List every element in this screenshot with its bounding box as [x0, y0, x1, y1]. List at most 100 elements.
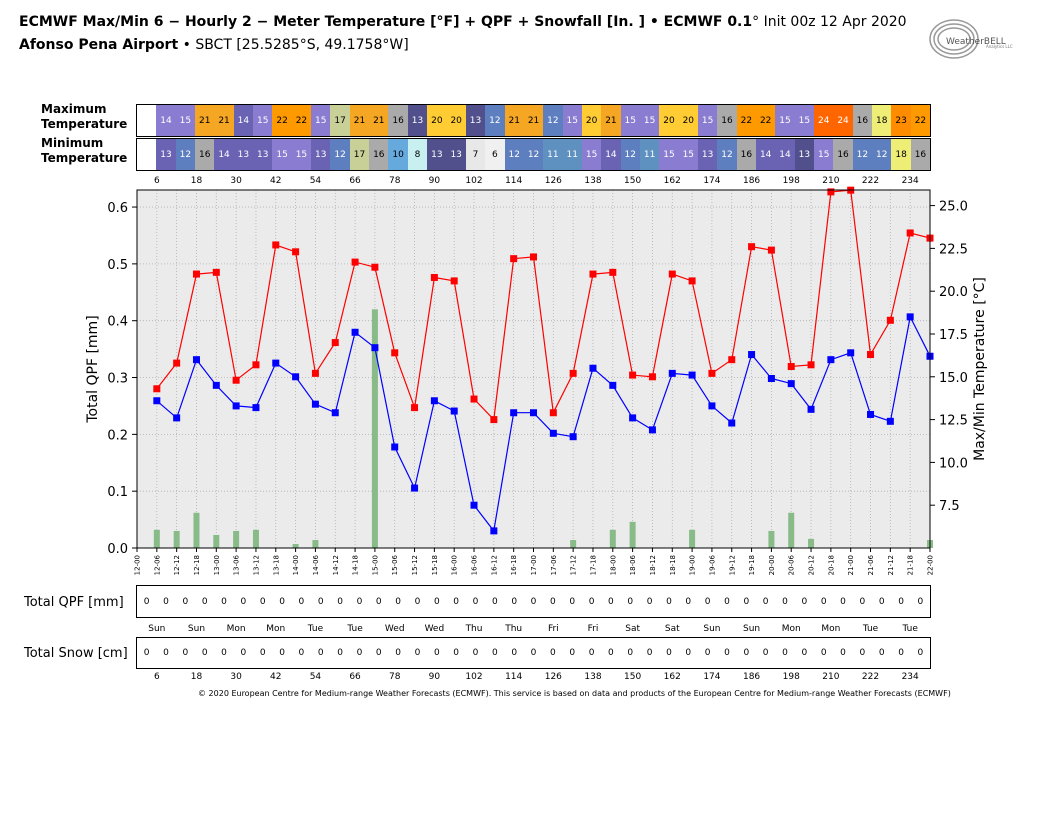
- min-temp-cell: 12: [872, 139, 892, 170]
- min-temp-cell: 14: [775, 139, 795, 170]
- min-temp-point: [728, 419, 736, 427]
- max-temp-cell: 20: [659, 105, 679, 136]
- min-temp-point: [867, 410, 875, 418]
- x-tick-label: 18-18: [669, 555, 677, 575]
- max-temp-cell: 15: [311, 105, 331, 136]
- max-temp-label: Maximum Temperature: [41, 102, 128, 131]
- max-temp-point: [867, 351, 875, 359]
- qpf-value-cell: 0: [414, 596, 421, 607]
- y2-tick-label: 22.5: [939, 242, 968, 257]
- qpf-value-cell: 0: [201, 596, 208, 607]
- max-temp-cell: 21: [349, 105, 370, 136]
- qpf-value-cell: 0: [724, 596, 730, 607]
- qpf-value-cell: 0: [801, 596, 808, 607]
- x-tick-label: 17-18: [589, 555, 597, 575]
- x-tick-label: 19-18: [748, 555, 756, 575]
- total-qpf-row: 0 0 0 0 0 0 0 0 0 0 0 0 0 0 0 0 0 0 0 0 0 0 0 0 0 0 0 0 0 0 0 0 0 0 0 0 0 0 0 0…: [136, 585, 931, 618]
- day-label: Fri: [547, 624, 559, 634]
- max-temp-cell: 20: [678, 105, 698, 136]
- forecast-hour-label: 114: [505, 672, 523, 682]
- day-label: Sun: [187, 624, 206, 634]
- min-temp-cell: 13: [446, 139, 466, 170]
- min-temp-cell: 15: [814, 139, 834, 170]
- max-temp-point: [807, 361, 815, 369]
- min-temp-point: [232, 402, 240, 410]
- min-temp-cell: 12: [620, 139, 640, 170]
- min-temp-point: [411, 484, 419, 492]
- x-tick-label: 14-06: [312, 554, 320, 575]
- snow-value-cell: 0: [414, 648, 421, 658]
- min-temp-cell: 12: [330, 139, 350, 170]
- min-temp-point: [351, 328, 359, 336]
- forecast-hour-label: 210: [822, 176, 840, 186]
- max-temp-point: [411, 404, 419, 412]
- max-temp-point: [252, 361, 260, 369]
- min-temp-point: [153, 397, 161, 405]
- max-temp-cell: 21: [369, 105, 389, 136]
- qpf-value-cell: 0: [608, 596, 614, 607]
- max-temp-point: [391, 349, 399, 357]
- qpf-value-cell: 0: [472, 596, 479, 607]
- forecast-hour-label: 18: [190, 672, 203, 682]
- y-tick-label: 0.5: [107, 258, 128, 273]
- max-temp-cell: 15: [253, 105, 273, 136]
- min-temp-point: [807, 405, 815, 413]
- forecast-hour-label: 102: [465, 672, 483, 682]
- snow-value-cell: 0: [762, 648, 769, 658]
- day-label: Wed: [384, 624, 405, 634]
- x-tick-label: 12-06: [153, 554, 161, 575]
- day-label: Sat: [625, 624, 641, 634]
- snow-value-cell: 0: [878, 648, 885, 658]
- day-label: Tue: [307, 624, 324, 634]
- min-temp-point: [470, 501, 478, 509]
- max-temp-cell: 20: [427, 105, 447, 136]
- qpf-value-cell: 0: [743, 596, 750, 607]
- max-temp-cell: 24: [814, 105, 834, 136]
- qpf-value-cell: 0: [627, 596, 634, 607]
- forecast-hour-label: 162: [663, 176, 681, 186]
- qpf-bar: [609, 529, 616, 548]
- x-tick-label: 20-06: [788, 554, 796, 575]
- plot-background: [137, 190, 930, 548]
- qpf-value-cell: 0: [840, 596, 846, 607]
- min-temp-point: [331, 409, 339, 417]
- qpf-bar: [371, 309, 378, 548]
- max-temp-point: [510, 255, 518, 263]
- snow-value-cell: 0: [395, 648, 401, 658]
- snow-value-cell: 0: [201, 648, 208, 658]
- max-temp-point: [192, 270, 200, 278]
- qpf-value-cell: 0: [878, 596, 885, 607]
- min-temp-cell: 10: [388, 139, 408, 170]
- max-temp-cell: 21: [195, 105, 215, 136]
- min-temp-label: Minimum Temperature: [41, 136, 128, 165]
- forecast-hour-label: 150: [624, 672, 642, 682]
- max-temp-cell: 14: [156, 105, 176, 136]
- day-label: Tue: [862, 624, 879, 634]
- qpf-bar: [788, 512, 795, 548]
- qpf-bar: [629, 521, 636, 548]
- qpf-value-cell: 0: [375, 596, 382, 607]
- min-temp-cell: 13: [233, 139, 254, 170]
- snow-value-cell: 0: [859, 648, 866, 658]
- qpf-value-cell: 0: [511, 596, 518, 607]
- y2-tick-label: 20.0: [939, 285, 968, 300]
- forecast-hour-label: 30: [230, 672, 242, 682]
- snow-value-cell: 0: [375, 648, 382, 658]
- forecast-hour-label: 78: [388, 176, 401, 186]
- qpf-value-cell: 0: [685, 596, 692, 607]
- max-temp-point: [232, 376, 240, 384]
- forecast-hour-label: 66: [349, 672, 361, 682]
- min-temp-cell: 12: [717, 139, 737, 170]
- x-tick-label: 18-06: [629, 554, 637, 575]
- qpf-value-cell: 0: [491, 596, 498, 607]
- y2-tick-label: 10.0: [939, 456, 968, 471]
- min-temp-point: [311, 400, 319, 408]
- min-temp-point: [391, 443, 399, 451]
- min-temp-point: [847, 349, 855, 357]
- min-temp-cell: 17: [349, 139, 370, 170]
- qpf-value-cell: 0: [704, 596, 711, 607]
- y-tick-label: 0.3: [107, 372, 128, 387]
- y-tick-label: 0.6: [107, 201, 128, 216]
- x-tick-label: 13-18: [272, 555, 280, 575]
- qpf-value-cell: 0: [646, 596, 653, 607]
